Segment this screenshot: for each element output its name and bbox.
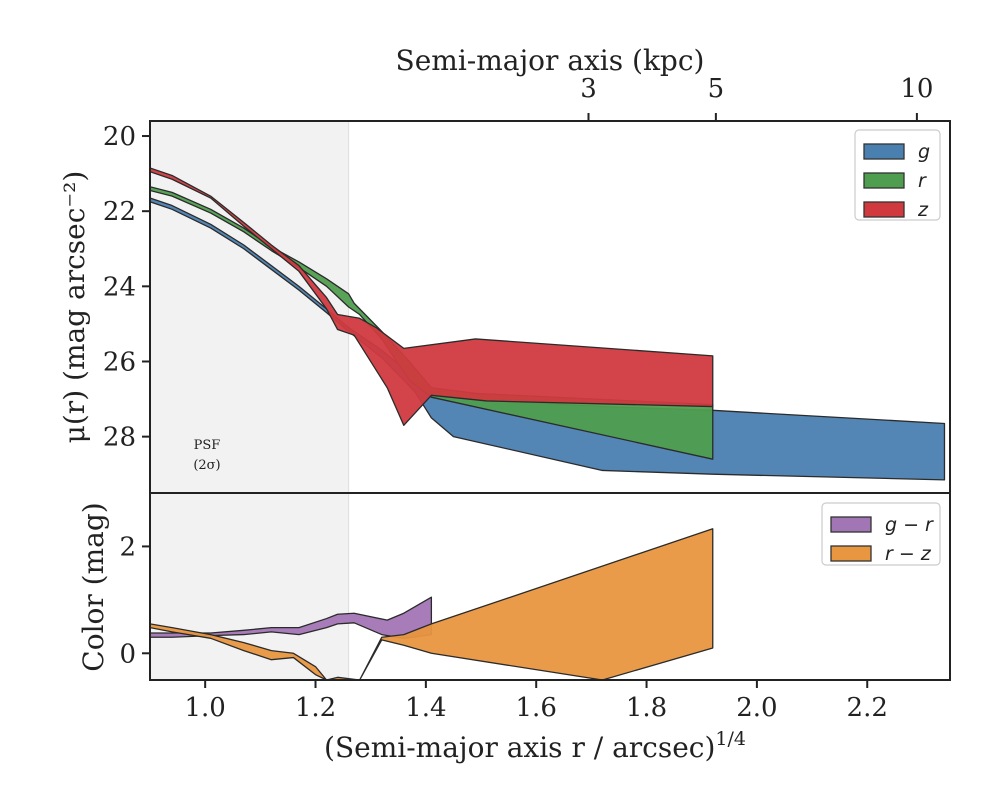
y-tick-label: 0	[119, 639, 136, 669]
surface-brightness-y-axis: 20 22 24 26 28	[103, 122, 150, 453]
x-axis-title-exponent: 1/4	[715, 728, 746, 750]
x-axis-title: (Semi-major axis r / arcsec)1/4	[324, 728, 746, 764]
y-tick-label: 20	[103, 122, 136, 152]
surface-brightness-y-title: μ(r) (mag arcsec⁻²)	[58, 171, 91, 444]
legend-swatch	[863, 201, 905, 218]
color-y-axis: 02	[119, 532, 150, 669]
legend-label: g	[918, 141, 930, 163]
x-axis-title-base: (Semi-major axis r / arcsec)	[324, 731, 715, 764]
band-z	[150, 167, 714, 427]
x-tick-label: 1.8	[626, 693, 667, 723]
legend-label: z	[917, 199, 929, 221]
legend-label: r − z	[885, 543, 932, 565]
color-y-title: Color (mag)	[77, 502, 110, 671]
x-tick-label: 1.2	[295, 693, 336, 723]
y-tick-label: 22	[103, 197, 136, 227]
band-r	[150, 186, 714, 460]
psf-label: PSF	[194, 438, 221, 453]
y-tick-label: 2	[119, 532, 136, 562]
y-tick-label: 26	[103, 347, 136, 377]
color-legend: g − r r − z	[821, 502, 941, 566]
x-tick-label: 2.0	[736, 693, 777, 723]
legend-swatch	[863, 143, 905, 160]
kpc-tick-label: 3	[580, 74, 597, 104]
color-plot-area	[150, 528, 714, 680]
legend-swatch	[830, 516, 872, 533]
bottom-panel-frame	[149, 492, 951, 681]
x-axis: 1.0 1.2 1.4 1.6 1.8 2.0 2.2	[184, 680, 888, 723]
x-tick-label: 1.0	[184, 693, 225, 723]
kpc-tick-label: 10	[900, 74, 933, 104]
legend-label: r	[918, 170, 927, 192]
legend-label: g − r	[885, 514, 934, 536]
x-tick-label: 1.4	[405, 693, 446, 723]
legend-swatch	[830, 545, 872, 562]
y-tick-label: 28	[103, 423, 136, 453]
legend-swatch	[863, 172, 905, 189]
surface-brightness-plot-area	[150, 167, 946, 481]
surface-brightness-legend: grz	[854, 129, 941, 221]
band-g	[150, 197, 946, 481]
top-kpc-axis: 351020305075100	[580, 74, 933, 121]
top-axis-title: Semi-major axis (kpc)	[396, 44, 705, 77]
kpc-tick-label: 5	[708, 74, 725, 104]
y-tick-label: 24	[103, 272, 136, 302]
psf-label-sigma: (2σ)	[193, 458, 220, 473]
x-tick-label: 1.6	[516, 693, 557, 723]
band-rz	[150, 528, 714, 680]
x-tick-label: 2.2	[847, 693, 888, 723]
